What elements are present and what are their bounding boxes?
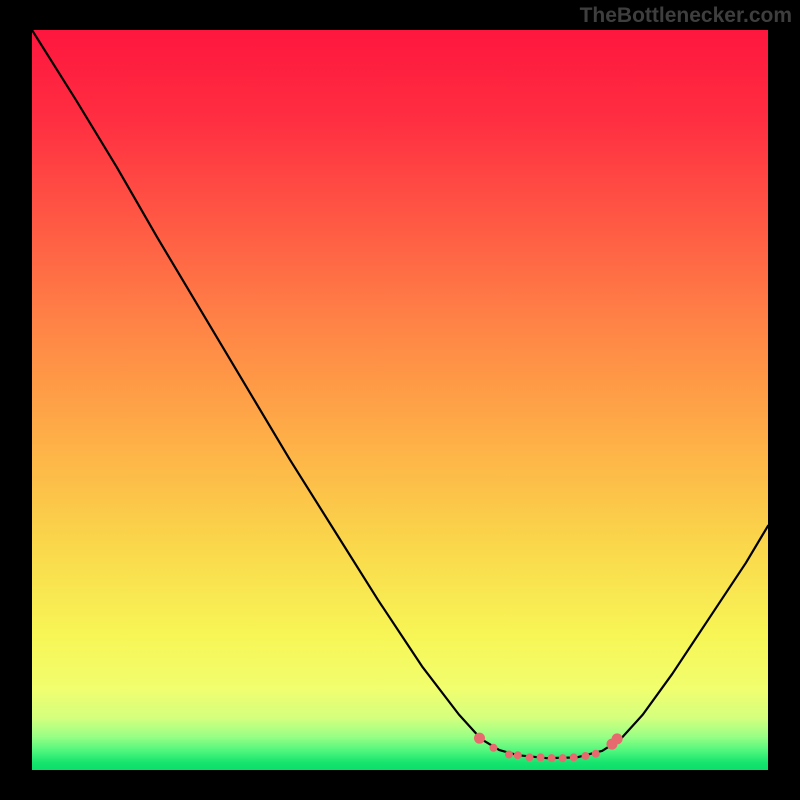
gradient-background	[32, 30, 768, 770]
plot-area	[32, 30, 768, 770]
watermark-text: TheBottlenecker.com	[580, 4, 792, 28]
